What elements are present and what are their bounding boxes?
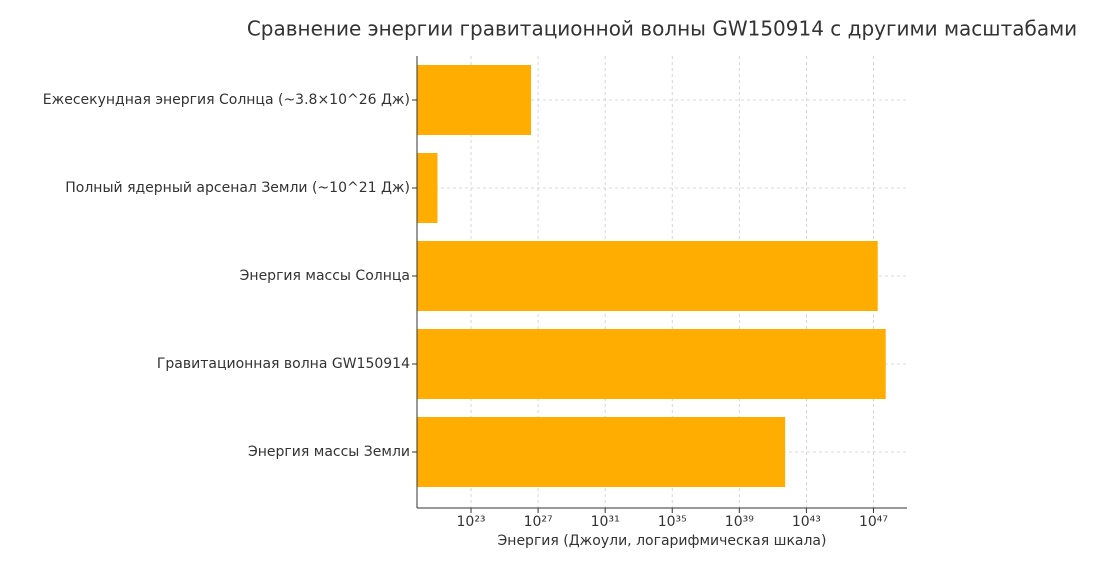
x-tick-label: 10⁴⁷ xyxy=(859,514,888,530)
x-tick-label: 10³⁹ xyxy=(725,514,754,530)
bar xyxy=(417,153,438,223)
x-tick-label: 10³⁵ xyxy=(658,514,687,530)
bar xyxy=(417,417,786,487)
y-tick-label: Ежесекундная энергия Солнца (~3.8×10^26 … xyxy=(43,92,410,108)
x-tick-label: 10²³ xyxy=(457,514,486,530)
y-tick-label: Энергия массы Земли xyxy=(248,444,410,460)
x-tick-label: 10²⁷ xyxy=(524,514,553,530)
bar xyxy=(417,329,886,399)
y-tick-label: Гравитационная волна GW150914 xyxy=(157,356,410,372)
chart-title: Сравнение энергии гравитационной волны G… xyxy=(247,17,1077,41)
x-tick-label: 10³¹ xyxy=(591,514,620,530)
bar xyxy=(417,241,878,311)
y-tick-label: Энергия массы Солнца xyxy=(240,268,410,284)
x-axis-label: Энергия (Джоули, логарифмическая шкала) xyxy=(498,533,827,549)
x-tick-label: 10⁴³ xyxy=(792,514,821,530)
y-tick-label: Полный ядерный арсенал Земли (~10^21 Дж) xyxy=(65,180,410,196)
bar xyxy=(417,65,532,135)
